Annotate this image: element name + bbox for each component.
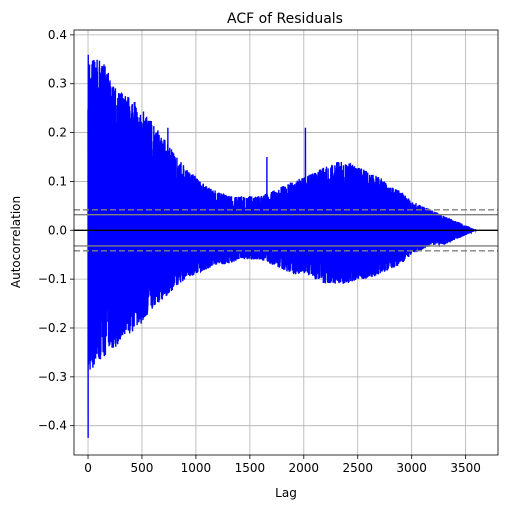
x-tick-label: 2000 bbox=[289, 461, 320, 475]
x-tick-label: 3000 bbox=[396, 461, 427, 475]
y-tick-label: −0.4 bbox=[38, 419, 67, 433]
y-axis-ticks: −0.4 −0.3 −0.2 −0.1 0.0 0.1 0.2 0.3 0.4 bbox=[38, 28, 74, 433]
y-tick-label: −0.2 bbox=[38, 321, 67, 335]
x-tick-label: 1000 bbox=[181, 461, 212, 475]
plot-frame bbox=[73, 29, 499, 456]
x-tick-label: 1500 bbox=[235, 461, 266, 475]
y-tick-label: −0.3 bbox=[38, 370, 67, 384]
y-tick-label: −0.1 bbox=[38, 272, 67, 286]
chart-title: ACF of Residuals bbox=[227, 11, 343, 27]
y-tick-label: 0.2 bbox=[48, 126, 67, 140]
y-tick-label: 0.3 bbox=[48, 77, 67, 91]
y-tick-label: 0.1 bbox=[48, 174, 67, 188]
x-tick-label: 2500 bbox=[342, 461, 373, 475]
y-tick-label: 0.0 bbox=[48, 223, 67, 237]
reference-lines bbox=[74, 209, 498, 252]
y-tick-label: 0.4 bbox=[48, 28, 67, 42]
x-axis-ticks: 0 500 1000 1500 2000 2500 3000 3500 bbox=[84, 455, 481, 475]
x-axis-label: Lag bbox=[275, 486, 297, 500]
x-tick-label: 0 bbox=[84, 461, 92, 475]
x-tick-label: 3500 bbox=[450, 461, 481, 475]
x-tick-label: 500 bbox=[131, 461, 154, 475]
y-axis-label: Autocorrelation bbox=[9, 196, 23, 288]
plot-area bbox=[73, 29, 499, 456]
